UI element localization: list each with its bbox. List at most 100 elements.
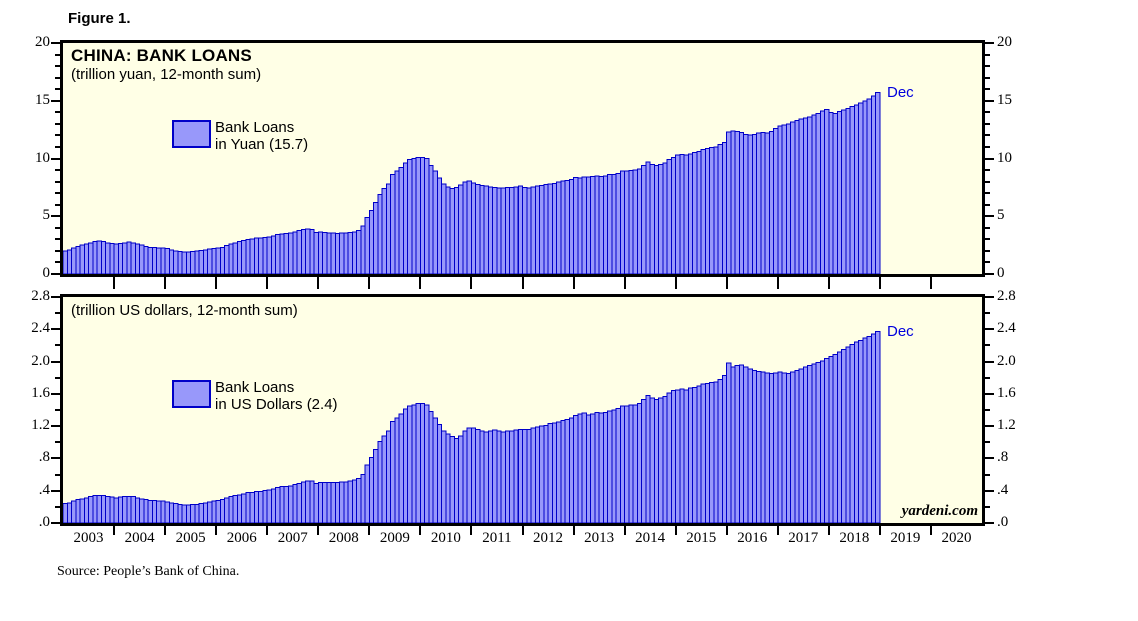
bar: [619, 170, 626, 274]
bar: [819, 110, 826, 274]
y-axis-tick: [985, 76, 990, 79]
y-axis-tick: [985, 489, 994, 492]
x-axis-year-label: 2007: [277, 530, 308, 546]
bar: [147, 246, 153, 274]
bar: [824, 357, 830, 523]
bar: [390, 420, 396, 523]
bar: [785, 123, 792, 274]
bar: [360, 474, 366, 523]
bar: [351, 479, 358, 523]
y-axis-tick: [55, 409, 60, 411]
bar: [181, 504, 187, 523]
bar: [63, 250, 68, 274]
bars-yuan: [63, 92, 881, 274]
bar: [394, 417, 400, 523]
x-axis-tick: [725, 526, 728, 535]
bar: [713, 146, 719, 274]
bar: [870, 95, 877, 274]
bar: [543, 183, 549, 274]
bar: [292, 231, 298, 274]
bar: [79, 498, 85, 523]
bar: [424, 404, 430, 523]
y-axis-tick: [51, 273, 60, 275]
y-axis-tick: [55, 505, 60, 508]
bar: [496, 187, 502, 274]
bar: [470, 427, 477, 523]
bar: [313, 231, 319, 274]
x-axis-tick: [674, 526, 677, 535]
y-axis-tick: [985, 215, 994, 218]
y-axis-label: .0: [38, 514, 50, 530]
bar: [368, 457, 375, 523]
bar: [692, 386, 698, 523]
bar: [402, 162, 409, 274]
x-axis-year-label: 2011: [482, 530, 512, 546]
y-axis-tick: [51, 296, 60, 298]
bar: [71, 500, 77, 523]
y-axis-tick: [51, 99, 60, 102]
bar: [415, 403, 421, 523]
x-axis-year-label: 2005: [175, 530, 206, 546]
bar: [432, 417, 438, 523]
bar: [530, 427, 536, 523]
bar: [577, 413, 583, 523]
bar: [326, 482, 332, 523]
bar: [573, 177, 579, 274]
bar: [773, 127, 779, 274]
bar: [79, 244, 85, 274]
x-axis-year-label: 2008: [328, 530, 359, 546]
bar: [266, 236, 272, 274]
x-axis-tick: [317, 277, 320, 289]
bar: [760, 371, 766, 523]
bar: [139, 498, 145, 523]
bar: [347, 480, 353, 523]
x-axis-year-label: 2018: [839, 530, 870, 546]
bar: [849, 344, 855, 523]
bar: [211, 500, 217, 523]
bar: [539, 425, 545, 523]
bar: [845, 107, 851, 274]
panel-usd-subtitle: (trillion US dollars, 12-month sum): [71, 302, 298, 319]
y-axis-label: 15: [997, 91, 1012, 108]
bar: [351, 231, 358, 274]
x-axis-tick: [317, 526, 320, 535]
y-axis-tick: [985, 522, 994, 524]
dec-label-yuan: Dec: [887, 84, 914, 101]
y-axis-tick: [55, 238, 60, 241]
bar: [441, 430, 447, 523]
bar: [666, 159, 672, 274]
bar: [356, 478, 362, 523]
bar: [441, 183, 447, 274]
bar: [513, 429, 519, 523]
y-axis-label: 0: [42, 265, 51, 281]
bar: [151, 246, 158, 274]
bar: [258, 491, 264, 523]
x-axis-tick: [674, 277, 677, 289]
y-axis-tick: [985, 409, 990, 411]
x-axis-year-label: 2013: [584, 530, 615, 546]
bar: [224, 497, 230, 523]
bar: [202, 502, 209, 523]
bar: [866, 98, 872, 274]
bar: [117, 242, 124, 274]
bar: [738, 132, 745, 274]
legend-text-usd: Bank Loans in US Dollars (2.4): [215, 379, 338, 413]
bar: [743, 133, 749, 274]
y-axis-label: 2.4: [31, 320, 50, 337]
bar: [594, 411, 600, 523]
bar: [215, 499, 221, 523]
bar: [245, 491, 251, 523]
bar: [424, 158, 430, 274]
bar: [756, 370, 762, 523]
bar: [862, 337, 868, 523]
y-axis-tick: [55, 65, 60, 68]
bar: [713, 381, 719, 523]
bar: [581, 176, 587, 274]
bar: [500, 187, 506, 274]
y-axis-tick: [51, 328, 60, 331]
bar: [726, 131, 732, 274]
x-axis-year-label: 2003: [73, 530, 104, 546]
bar: [164, 248, 170, 274]
bar: [764, 372, 770, 523]
bar: [781, 124, 787, 274]
